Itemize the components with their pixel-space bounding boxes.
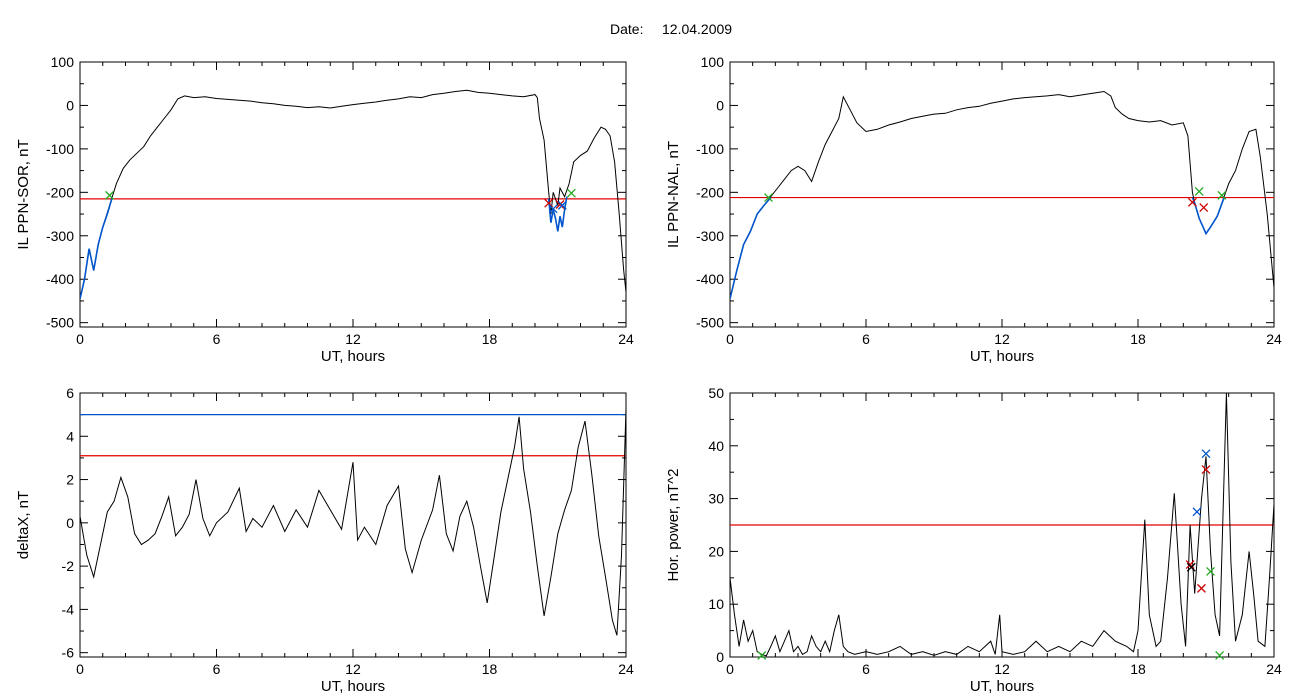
y-tick-label: -500 — [696, 315, 724, 331]
y-tick-label: 100 — [51, 54, 75, 70]
x-tick-label: 12 — [345, 661, 361, 677]
panel-il-ppn-nal: 0 6 12 18 24 100 0 -100 -200 -300 -400 -500 UT, hour… — [665, 54, 1282, 365]
x-tick-label: 6 — [862, 331, 870, 347]
y-tick-label: 100 — [701, 54, 725, 70]
cross-marker — [566, 188, 576, 198]
x-tick-label: 12 — [994, 661, 1010, 677]
plot-frame — [79, 392, 627, 658]
series-line-0 — [80, 89, 626, 299]
y-tick-label: -100 — [696, 141, 724, 157]
x-tick-label: 24 — [618, 331, 634, 347]
cross-marker — [555, 200, 565, 209]
cross-marker — [1206, 567, 1215, 576]
x-axis-label: UT, hours — [970, 678, 1034, 695]
x-tick-label: 18 — [1130, 331, 1146, 347]
y-tick-label: 50 — [708, 385, 724, 401]
panel-deltax: 0 6 12 18 24 6 4 2 0 -2 -4 -6 UT, hours deltaX, nT — [15, 385, 634, 695]
y-tick-label: -4 — [62, 601, 75, 617]
cross-marker — [757, 650, 767, 660]
cross-marker — [1194, 186, 1204, 196]
cross-marker — [1215, 650, 1225, 660]
y-tick-label: -400 — [696, 271, 724, 287]
x-tick-label: 24 — [1266, 661, 1282, 677]
series-line-0 — [80, 408, 626, 636]
series-line-1 — [80, 198, 113, 299]
series-line-0 — [730, 90, 1274, 299]
cross-marker — [1187, 197, 1197, 207]
y-axis-label: IL PPN-SOR, nT — [15, 139, 32, 249]
x-tick-label: 6 — [213, 331, 221, 347]
x-axis-label: UT, hours — [970, 348, 1034, 365]
cross-marker — [1201, 465, 1211, 475]
cross-marker — [548, 204, 558, 214]
panel-il-ppn-sor: 0 6 12 18 24 100 0 -100 -200 -300 -400 -500 UT, hour… — [15, 54, 634, 365]
x-tick-label: 18 — [1130, 661, 1146, 677]
cross-marker — [1201, 449, 1211, 459]
cross-marker — [1186, 562, 1196, 572]
y-tick-label: -300 — [46, 228, 74, 244]
x-tick-label: 0 — [76, 331, 84, 347]
x-tick-label: 6 — [862, 661, 870, 677]
y-axis-label: deltaX, nT — [15, 491, 32, 559]
series-line-2 — [547, 196, 568, 232]
y-tick-label: -100 — [46, 141, 74, 157]
y-tick-label: -200 — [696, 184, 724, 200]
y-tick-label: 0 — [716, 649, 724, 665]
y-axis-label: IL PPN-NAL, nT — [665, 141, 682, 248]
cross-marker — [1197, 583, 1206, 593]
cross-marker — [1217, 190, 1227, 200]
y-tick-label: -300 — [696, 228, 724, 244]
x-axis-label: UT, hours — [321, 348, 385, 365]
x-tick-label: 6 — [213, 661, 221, 677]
y-tick-label: -400 — [46, 271, 74, 287]
y-tick-label: 6 — [66, 385, 74, 401]
x-axis-label: UT, hours — [321, 678, 385, 695]
y-tick-label: -200 — [46, 184, 74, 200]
y-tick-label: 10 — [708, 596, 724, 612]
date-label: Date: — [610, 21, 643, 37]
cross-marker — [764, 193, 773, 203]
plot-frame — [79, 61, 627, 328]
cross-marker — [1185, 560, 1195, 570]
date-value: 12.04.2009 — [662, 21, 732, 37]
y-tick-label: 0 — [66, 515, 74, 531]
y-tick-label: 40 — [708, 438, 724, 454]
x-tick-label: 0 — [726, 331, 734, 347]
cross-marker — [1199, 203, 1209, 212]
x-tick-label: 18 — [482, 661, 498, 677]
y-tick-label: 4 — [66, 428, 74, 444]
cross-marker — [1192, 507, 1202, 517]
x-tick-label: 24 — [618, 661, 634, 677]
y-axis-label: Hor. power, nT^2 — [665, 469, 682, 582]
y-tick-label: 0 — [716, 97, 724, 113]
y-tick-label: 30 — [708, 491, 724, 507]
x-tick-label: 0 — [726, 661, 734, 677]
y-tick-label: 20 — [708, 543, 724, 559]
y-tick-label: 0 — [66, 97, 74, 113]
series-line-2 — [1191, 197, 1225, 236]
x-tick-label: 12 — [994, 331, 1010, 347]
y-tick-label: -500 — [46, 315, 74, 331]
cross-marker — [557, 200, 567, 210]
x-tick-label: 24 — [1266, 331, 1282, 347]
x-tick-label: 18 — [482, 331, 498, 347]
y-tick-label: -2 — [62, 558, 75, 574]
panel-hor-power: 0 6 12 18 24 50 40 30 20 10 0 UT, hours Hor. power, … — [665, 385, 1282, 695]
x-tick-label: 0 — [76, 661, 84, 677]
y-tick-label: -6 — [62, 645, 75, 661]
cross-marker — [105, 190, 115, 200]
cross-marker — [544, 198, 554, 208]
series-line-1 — [730, 196, 772, 299]
x-tick-label: 12 — [345, 331, 361, 347]
y-tick-label: 2 — [66, 472, 74, 488]
